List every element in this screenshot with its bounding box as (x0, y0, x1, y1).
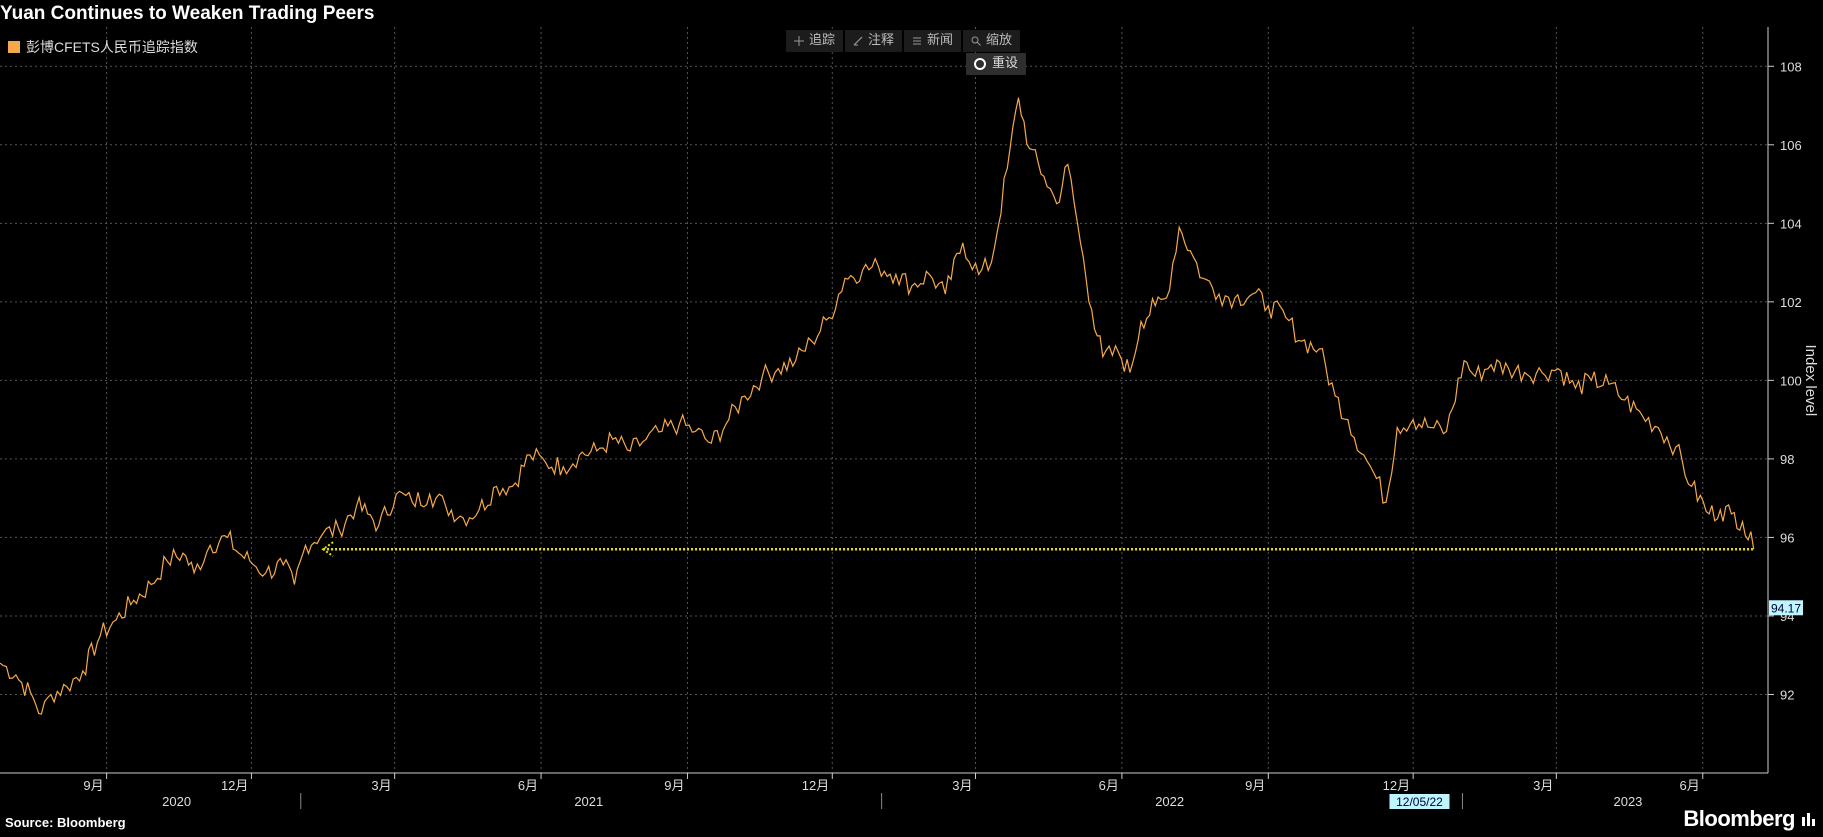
brand-label: Bloomberg (1683, 806, 1795, 831)
y-tick-label: 98 (1780, 452, 1794, 467)
cursor-value-label: 94.17 (1771, 601, 1801, 615)
magnifier-icon (971, 36, 981, 46)
y-tick-label: 100 (1780, 373, 1802, 388)
x-tick-label: 12月 (1383, 778, 1410, 793)
chart-toolbar: 追踪 注释 新闻 缩放 (786, 30, 1021, 52)
y-tick-label: 92 (1780, 687, 1794, 702)
y-tick-label: 96 (1780, 530, 1794, 545)
legend: 彭博CFETS人民币追踪指数 (8, 37, 198, 57)
annotate-button[interactable]: 注释 (845, 30, 903, 52)
crosshair-button[interactable]: 追踪 (786, 30, 844, 52)
year-label: 2022 (1155, 794, 1184, 809)
cursor-value-box (1769, 600, 1803, 616)
reset-icon (974, 58, 986, 70)
brand-logo: Bloomberg (1683, 806, 1817, 832)
reset-button[interactable]: 重设 (966, 53, 1027, 75)
legend-label: 彭博CFETS人民币追踪指数 (26, 39, 198, 55)
x-tick-label: 12月 (221, 778, 248, 793)
crosshair-icon (794, 36, 804, 46)
x-tick-label: 6月 (1099, 778, 1119, 793)
y-tick-label: 108 (1780, 59, 1802, 74)
news-label: 新闻 (927, 33, 954, 48)
x-tick-label: 9月 (83, 778, 103, 793)
x-axis: 9月 12月 3月 6月 9月 12月 3月 6月 9月 12月 3月 6月 2020 2021 2022 2… (0, 772, 1768, 809)
y-tick-label: 106 (1780, 138, 1802, 153)
pencil-icon (853, 36, 863, 46)
crosshair-label: 追踪 (809, 33, 836, 48)
y-tick-label: 102 (1780, 295, 1802, 310)
year-label: 2021 (574, 794, 603, 809)
x-tick-label: 6月 (518, 778, 538, 793)
x-tick-label: 6月 (1680, 778, 1700, 793)
series-line (0, 97, 1755, 715)
x-tick-label: 12月 (802, 778, 829, 793)
news-button[interactable]: 新闻 (904, 30, 962, 52)
x-tick-label: 3月 (952, 778, 972, 793)
x-tick-label: 3月 (1533, 778, 1553, 793)
x-tick-label: 9月 (1245, 778, 1265, 793)
cursor-date-box (1389, 794, 1450, 809)
year-label: 2020 (162, 794, 191, 809)
x-tick-label: 3月 (371, 778, 391, 793)
zoom-label: 缩放 (986, 33, 1013, 48)
grid (0, 27, 1768, 773)
news-icon (913, 37, 922, 45)
y-axis-label: Index level (1802, 345, 1819, 417)
source-note: Source: Bloomberg (5, 815, 126, 830)
zoom-button[interactable]: 缩放 (963, 30, 1021, 52)
chart-title: Yuan Continues to Weaken Trading Peers (0, 3, 375, 24)
bar-chart-icon (1802, 813, 1815, 826)
annotation-line (321, 541, 1754, 558)
legend-swatch (8, 41, 20, 53)
annotate-label: 注释 (868, 33, 895, 48)
y-tick-label: 104 (1780, 216, 1802, 231)
x-tick-label: 9月 (664, 778, 684, 793)
annotation-arrow-icon (321, 541, 334, 558)
year-label: 2023 (1613, 794, 1642, 809)
cursor-date-label: 12/05/22 (1396, 795, 1443, 809)
reset-label: 重设 (992, 56, 1019, 71)
